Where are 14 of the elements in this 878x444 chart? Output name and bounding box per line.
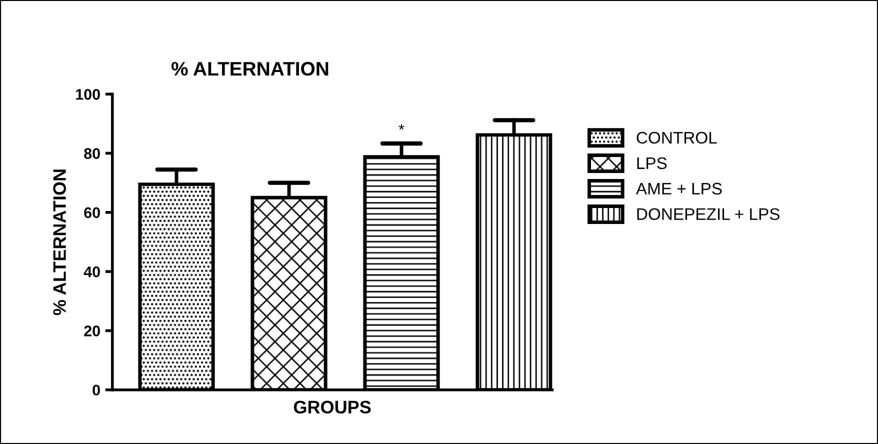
chart-title: % ALTERNATION xyxy=(171,62,328,76)
y-tick-label: 60 xyxy=(84,207,100,218)
y-tick-label: 0 xyxy=(92,384,100,396)
y-axis-title: % ALTERNATION xyxy=(53,170,66,316)
legend-label: AME + LPS xyxy=(636,182,722,195)
x-axis-title: GROUPS xyxy=(294,400,371,414)
annotation: * xyxy=(398,124,404,130)
y-tick-label: 40 xyxy=(84,266,100,278)
y-tick-label: 100 xyxy=(76,88,100,100)
y-tick-label: 80 xyxy=(84,148,100,159)
legend-label: DONEPEZIL + LPS xyxy=(637,208,780,220)
y-tick-label: 20 xyxy=(84,326,100,336)
legend-label: LPS xyxy=(637,157,667,170)
legend-label: CONTROL xyxy=(636,132,717,144)
